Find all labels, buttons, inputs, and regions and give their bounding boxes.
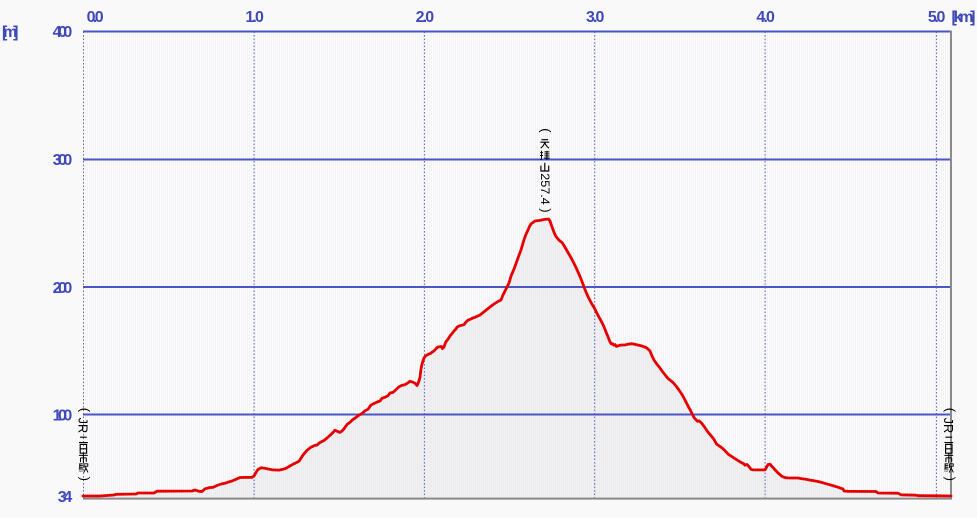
svg-text:): ) (78, 477, 93, 481)
svg-text:[m]: [m] (2, 24, 19, 41)
svg-text:100: 100 (53, 407, 73, 424)
svg-text:400: 400 (53, 24, 73, 41)
svg-text:200: 200 (53, 280, 73, 297)
svg-text:3.0: 3.0 (586, 9, 605, 26)
svg-text:1.0: 1.0 (245, 9, 264, 26)
svg-text:0.0: 0.0 (87, 9, 104, 26)
svg-text:300: 300 (53, 152, 73, 169)
svg-text:5.0: 5.0 (928, 9, 946, 26)
svg-text:[km]: [km] (952, 9, 976, 26)
svg-text:(: ( (538, 128, 553, 133)
svg-text:34: 34 (58, 489, 73, 506)
svg-text:2.0: 2.0 (416, 9, 435, 26)
svg-text:): ) (538, 208, 553, 212)
svg-text:(: ( (78, 408, 93, 413)
svg-text:257.4: 257.4 (538, 173, 550, 205)
svg-text:4.0: 4.0 (756, 9, 775, 26)
svg-text:JR: JR (76, 418, 90, 434)
